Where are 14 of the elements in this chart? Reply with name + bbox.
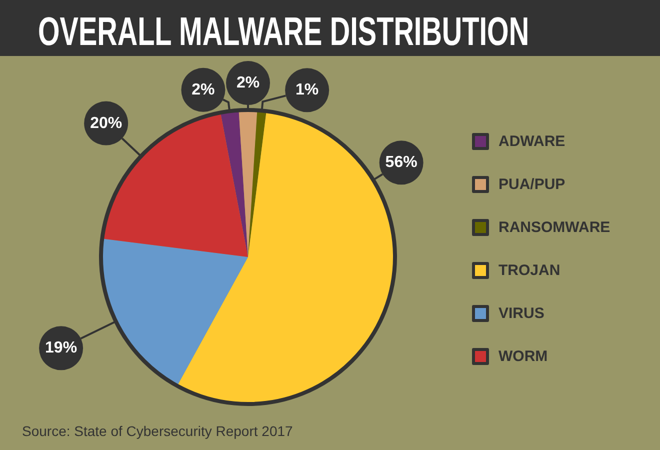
- data-label: 2%: [236, 74, 260, 92]
- legend-label: RANSOMWARE: [498, 219, 610, 236]
- source-note: Source: State of Cybersecurity Report 2017: [22, 423, 293, 439]
- data-label: 2%: [192, 81, 215, 98]
- legend-label: PUA/PUP: [498, 176, 566, 193]
- legend-label: TROJAN: [498, 262, 560, 279]
- legend-label: WORM: [498, 348, 548, 365]
- data-label: 56%: [385, 154, 418, 172]
- legend-label: VIRUS: [498, 305, 544, 322]
- data-label: 1%: [296, 82, 319, 99]
- legend-label: ADWARE: [498, 133, 566, 150]
- chart-title: OVERALL MALWARE DISTRIBUTION: [38, 9, 530, 55]
- data-label: 20%: [90, 114, 122, 132]
- data-label: 19%: [45, 340, 78, 357]
